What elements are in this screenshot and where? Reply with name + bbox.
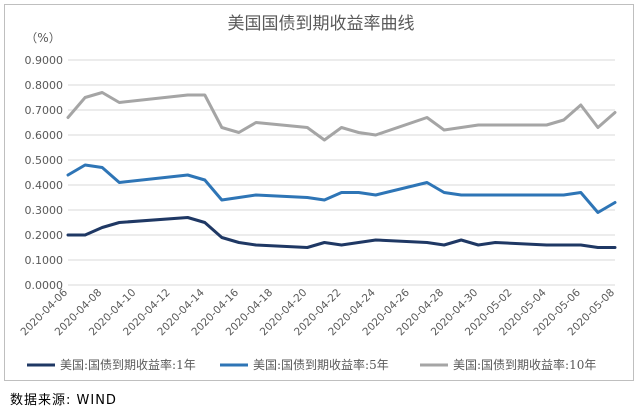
y-tick-label: 0.7000 bbox=[25, 104, 64, 117]
y-tick-label: 0.1000 bbox=[25, 254, 64, 267]
y-tick-label: 0.8000 bbox=[25, 79, 64, 92]
chart-frame: 美国国债到期收益率曲线 （%） 0.0000 0.1000 0.2000 0.3000… bbox=[4, 4, 634, 381]
y-tick-label: 0.3000 bbox=[25, 204, 64, 217]
y-tick-label: 0.6000 bbox=[25, 129, 64, 142]
yield-curve-chart: 美国国债到期收益率曲线 （%） 0.0000 0.1000 0.2000 0.3000… bbox=[18, 14, 617, 372]
legend-label: 美国:国债到期收益率:1年 bbox=[60, 357, 196, 372]
y-axis-ticks: 0.0000 0.1000 0.2000 0.3000 0.4000 0.5000 0.60… bbox=[25, 54, 64, 292]
series-lines bbox=[66, 91, 617, 249]
grid-lines bbox=[68, 59, 615, 286]
y-tick-label: 0.9000 bbox=[25, 54, 64, 67]
series-line-2 bbox=[66, 163, 617, 214]
y-tick-label: 0.4000 bbox=[25, 179, 64, 192]
y-tick-label: 0.0000 bbox=[25, 279, 64, 292]
series-line-3 bbox=[66, 91, 617, 142]
legend: 美国:国债到期收益率:1年 美国:国债到期收益率:5年 美国:国债到期收益率:10年 bbox=[27, 357, 596, 372]
series-line-1 bbox=[66, 216, 617, 249]
y-axis-unit-label: （%） bbox=[25, 31, 60, 45]
chart-title: 美国国债到期收益率曲线 bbox=[228, 14, 415, 34]
legend-label: 美国:国债到期收益率:5年 bbox=[253, 357, 389, 372]
y-tick-label: 0.5000 bbox=[25, 154, 64, 167]
x-axis-ticks: 2020-04-062020-04-082020-04-102020-04-12… bbox=[18, 286, 617, 338]
y-tick-label: 0.2000 bbox=[25, 229, 64, 242]
data-source-note: 数据来源: WIND bbox=[10, 393, 117, 408]
legend-label: 美国:国债到期收益率:10年 bbox=[453, 357, 596, 372]
